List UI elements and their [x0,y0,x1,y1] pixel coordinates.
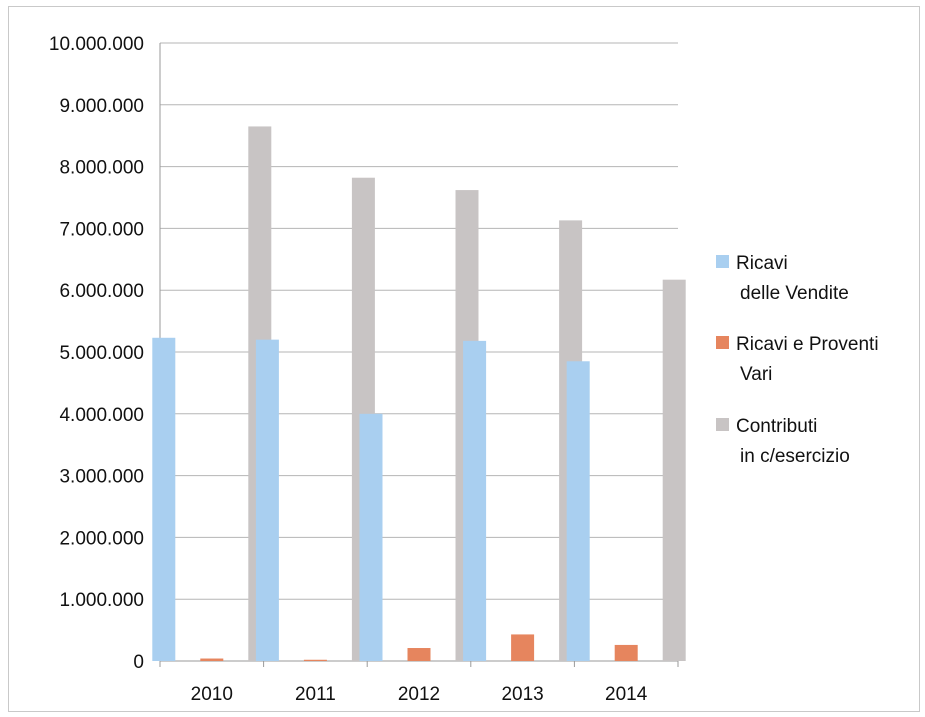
bar-ricavi-e-proventi-vari-2014 [614,644,638,661]
legend-swatch [716,255,729,268]
y-tick-label: 8.000.000 [59,158,144,179]
y-tick-label: 5.000.000 [59,343,144,364]
y-tick-label: 0 [133,652,144,673]
y-tick-label: 9.000.000 [59,96,144,117]
legend: Ricavi delle Vendite Ricavi e Proventi Vari… [716,253,879,467]
y-tick-label: 2.000.000 [59,528,144,549]
y-tick-label: 1.000.000 [59,590,144,611]
bar-ricavi-e-proventi-vari-2012 [407,648,431,661]
x-tick-label: 2010 [191,684,233,705]
legend-label: Vari [740,364,772,385]
legend-swatch [716,336,729,349]
y-tick-label: 3.000.000 [59,467,144,488]
x-tick-label: 2011 [295,684,336,705]
x-tick-label: 2013 [501,684,543,705]
bar-ricavi-delle-vendite-2014 [566,361,590,661]
y-tick-label: 6.000.000 [59,281,144,302]
bar-ricavi-e-proventi-vari-2010 [200,658,224,661]
bar-ricavi-delle-vendite-2010 [152,337,176,661]
y-axis-ticks: 0 1.000.000 2.000.000 3.000.000 4.000.000 5.0… [49,34,144,673]
legend-label: Contributi [736,416,817,437]
bar-ricavi-delle-vendite-2011 [255,339,279,661]
bar-contributi-in-c-esercizio-2014 [662,279,686,661]
bar-ricavi-e-proventi-vari-2011 [303,659,327,661]
bar-ricavi-delle-vendite-2012 [359,413,383,661]
y-tick-label: 4.000.000 [59,405,144,426]
y-tick-label: 10.000.000 [49,34,144,55]
x-tick-label: 2014 [605,684,648,705]
legend-label: Ricavi [736,253,788,274]
bar-ricavi-delle-vendite-2013 [463,340,487,661]
legend-swatch [716,418,729,431]
x-tick-label: 2012 [398,684,440,705]
bars [152,126,686,662]
legend-label: in c/esercizio [740,446,850,467]
legend-label: delle Vendite [740,283,849,304]
gridlines [159,42,678,662]
bar-ricavi-e-proventi-vari-2013 [511,634,535,661]
x-axis: 2010 2011 2012 2013 2014 [159,661,679,705]
legend-label: Ricavi e Proventi [736,334,879,355]
y-tick-label: 7.000.000 [59,219,144,240]
